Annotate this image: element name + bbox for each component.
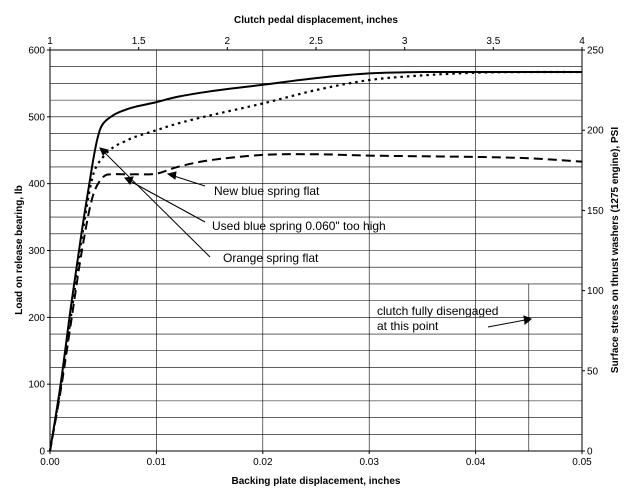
x2-tick-label: 1: [47, 36, 53, 47]
y-tick-label: 0: [39, 447, 45, 458]
y-tick-label: 500: [28, 112, 45, 123]
series-line-dashed: [49, 153, 583, 452]
arrowhead-new-blue: [166, 171, 177, 180]
y2-tick-label: 200: [587, 126, 604, 137]
x-tick-label: 0.03: [359, 457, 379, 468]
series-layer: [48, 70, 583, 452]
y-tick-label: 200: [28, 313, 45, 324]
y2-tick-label: 50: [587, 366, 599, 377]
x-tick-label: 0.04: [466, 457, 486, 468]
annotation-orange-spring: Orange spring flat: [223, 251, 319, 265]
arrow-disengaged: [487, 319, 526, 328]
x-tick-label: 0.02: [253, 457, 273, 468]
annotation-new-blue-spring: New blue spring flat: [214, 184, 320, 198]
arrowhead-disengaged: [523, 315, 532, 325]
x2-tick-label: 3.5: [486, 36, 500, 47]
annotation-used-blue-spring: Used blue spring 0.060" too high: [212, 219, 386, 233]
x2-tick-label: 2: [225, 36, 231, 47]
y2-tick-label: 250: [587, 46, 604, 57]
x-axis-title: Backing plate displacement, inches: [232, 476, 401, 487]
x2-tick-label: 1.5: [132, 36, 146, 47]
y-tick-label: 600: [28, 46, 45, 57]
annotation-disengaged-line1: clutch fully disengaged: [377, 304, 498, 318]
x2-axis-title: Clutch pedal displacement, inches: [234, 15, 398, 26]
arrowhead-orange: [99, 147, 109, 156]
annotation-arrows: [99, 147, 532, 328]
arrowhead-used-blue: [124, 176, 134, 185]
y-tick-label: 300: [28, 246, 45, 257]
tick-labels: 0 100 200 300 400 500 600 0 50 100 150 200 250 0.00 0.…: [28, 36, 604, 468]
gridlines: [50, 50, 582, 451]
x-tick-label: 0.01: [147, 457, 167, 468]
y-tick-label: 100: [28, 380, 45, 391]
x2-tick-label: 2.5: [309, 36, 323, 47]
y-axis-title: Load on release bearing, lb: [14, 185, 25, 314]
x-tick-label: 0.05: [572, 457, 592, 468]
x2-tick-label: 3: [402, 36, 408, 47]
arrow-new-blue: [173, 175, 206, 187]
y2-tick-label: 150: [587, 206, 604, 217]
y2-axis-title: Surface stress on thrust washers (1275 e…: [610, 127, 621, 373]
annotation-disengaged-line2: at this point: [377, 319, 439, 333]
x2-tick-label: 4: [579, 36, 585, 47]
y2-tick-label: 100: [587, 286, 604, 297]
arrow-orange: [103, 151, 211, 258]
y-tick-label: 400: [28, 179, 45, 190]
x-tick-label: 0.00: [40, 457, 60, 468]
series-line-dotted: [48, 70, 583, 452]
y2-tick-label: 0: [587, 447, 593, 458]
arrow-used-blue: [129, 180, 206, 223]
